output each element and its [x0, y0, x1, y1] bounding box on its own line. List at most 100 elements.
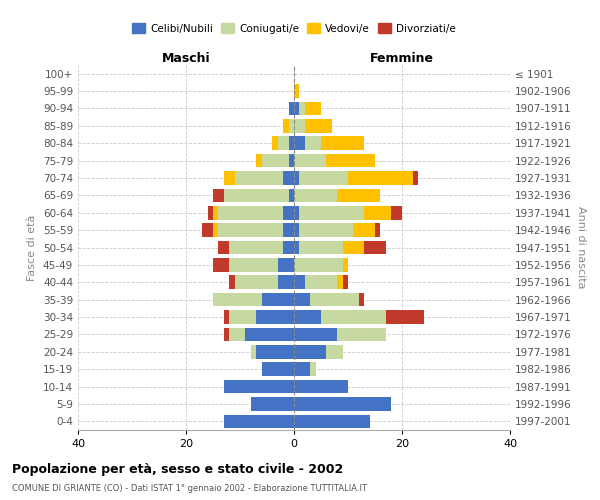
Bar — [272, 136, 278, 150]
Bar — [364, 206, 391, 220]
Bar — [208, 206, 213, 220]
Bar — [294, 328, 337, 341]
Bar — [262, 154, 289, 168]
Bar — [294, 380, 348, 394]
Bar — [326, 154, 375, 168]
Bar — [229, 310, 256, 324]
Bar — [343, 240, 364, 254]
Bar — [289, 102, 294, 115]
Bar — [294, 188, 337, 202]
Bar — [294, 224, 299, 237]
Text: Popolazione per età, sesso e stato civile - 2002: Popolazione per età, sesso e stato civil… — [12, 462, 343, 475]
Bar — [294, 310, 321, 324]
Bar — [299, 171, 348, 185]
Bar — [305, 102, 321, 115]
Bar — [283, 119, 289, 132]
Bar — [321, 310, 386, 324]
Text: Femmine: Femmine — [370, 52, 434, 65]
Bar — [294, 171, 299, 185]
Bar — [224, 414, 294, 428]
Bar — [229, 240, 283, 254]
Bar — [229, 258, 278, 272]
Bar — [202, 224, 213, 237]
Bar — [218, 240, 229, 254]
Bar — [283, 224, 294, 237]
Bar — [294, 136, 305, 150]
Bar — [337, 188, 380, 202]
Bar — [375, 224, 380, 237]
Legend: Celibi/Nubili, Coniugati/e, Vedovi/e, Divorziati/e: Celibi/Nubili, Coniugati/e, Vedovi/e, Di… — [128, 19, 460, 38]
Bar — [218, 224, 283, 237]
Bar — [294, 119, 305, 132]
Bar — [321, 136, 364, 150]
Bar — [343, 276, 348, 289]
Bar — [289, 154, 294, 168]
Bar — [224, 171, 235, 185]
Bar — [278, 136, 289, 150]
Text: Maschi: Maschi — [161, 52, 211, 65]
Bar — [289, 119, 294, 132]
Bar — [294, 397, 391, 410]
Text: COMUNE DI GRIANTE (CO) - Dati ISTAT 1° gennaio 2002 - Elaborazione TUTTITALIA.IT: COMUNE DI GRIANTE (CO) - Dati ISTAT 1° g… — [12, 484, 367, 493]
Bar — [299, 102, 305, 115]
Bar — [343, 258, 348, 272]
Bar — [251, 397, 294, 410]
Bar — [337, 328, 386, 341]
Bar — [310, 293, 359, 306]
Bar — [305, 119, 332, 132]
Bar — [213, 224, 218, 237]
Bar — [289, 136, 294, 150]
Bar — [256, 345, 294, 358]
Bar — [294, 293, 310, 306]
Bar — [386, 310, 424, 324]
Bar — [213, 293, 262, 306]
Bar — [359, 293, 364, 306]
Bar — [229, 328, 245, 341]
Bar — [235, 171, 283, 185]
Bar — [299, 240, 343, 254]
Bar — [294, 206, 299, 220]
Bar — [294, 362, 310, 376]
Bar — [213, 206, 218, 220]
Bar — [278, 276, 294, 289]
Bar — [224, 188, 289, 202]
Bar — [224, 380, 294, 394]
Bar — [305, 276, 337, 289]
Bar — [294, 276, 305, 289]
Bar — [413, 171, 418, 185]
Bar — [251, 345, 256, 358]
Bar — [262, 293, 294, 306]
Bar — [294, 258, 343, 272]
Bar — [289, 188, 294, 202]
Bar — [245, 328, 294, 341]
Bar — [213, 188, 224, 202]
Bar — [229, 276, 235, 289]
Bar — [326, 345, 343, 358]
Bar — [283, 206, 294, 220]
Bar — [294, 84, 299, 98]
Bar — [348, 171, 413, 185]
Y-axis label: Fasce di età: Fasce di età — [28, 214, 37, 280]
Bar — [305, 136, 321, 150]
Bar — [283, 240, 294, 254]
Bar — [364, 240, 386, 254]
Bar — [294, 102, 299, 115]
Bar — [218, 206, 283, 220]
Bar — [310, 362, 316, 376]
Bar — [235, 276, 278, 289]
Bar — [256, 310, 294, 324]
Bar — [213, 258, 229, 272]
Bar — [262, 362, 294, 376]
Bar — [294, 154, 326, 168]
Bar — [353, 224, 375, 237]
Bar — [224, 310, 229, 324]
Bar — [294, 240, 299, 254]
Bar — [256, 154, 262, 168]
Bar — [294, 345, 326, 358]
Bar — [278, 258, 294, 272]
Bar — [337, 276, 343, 289]
Bar — [294, 414, 370, 428]
Bar — [391, 206, 402, 220]
Bar — [283, 171, 294, 185]
Bar — [299, 224, 353, 237]
